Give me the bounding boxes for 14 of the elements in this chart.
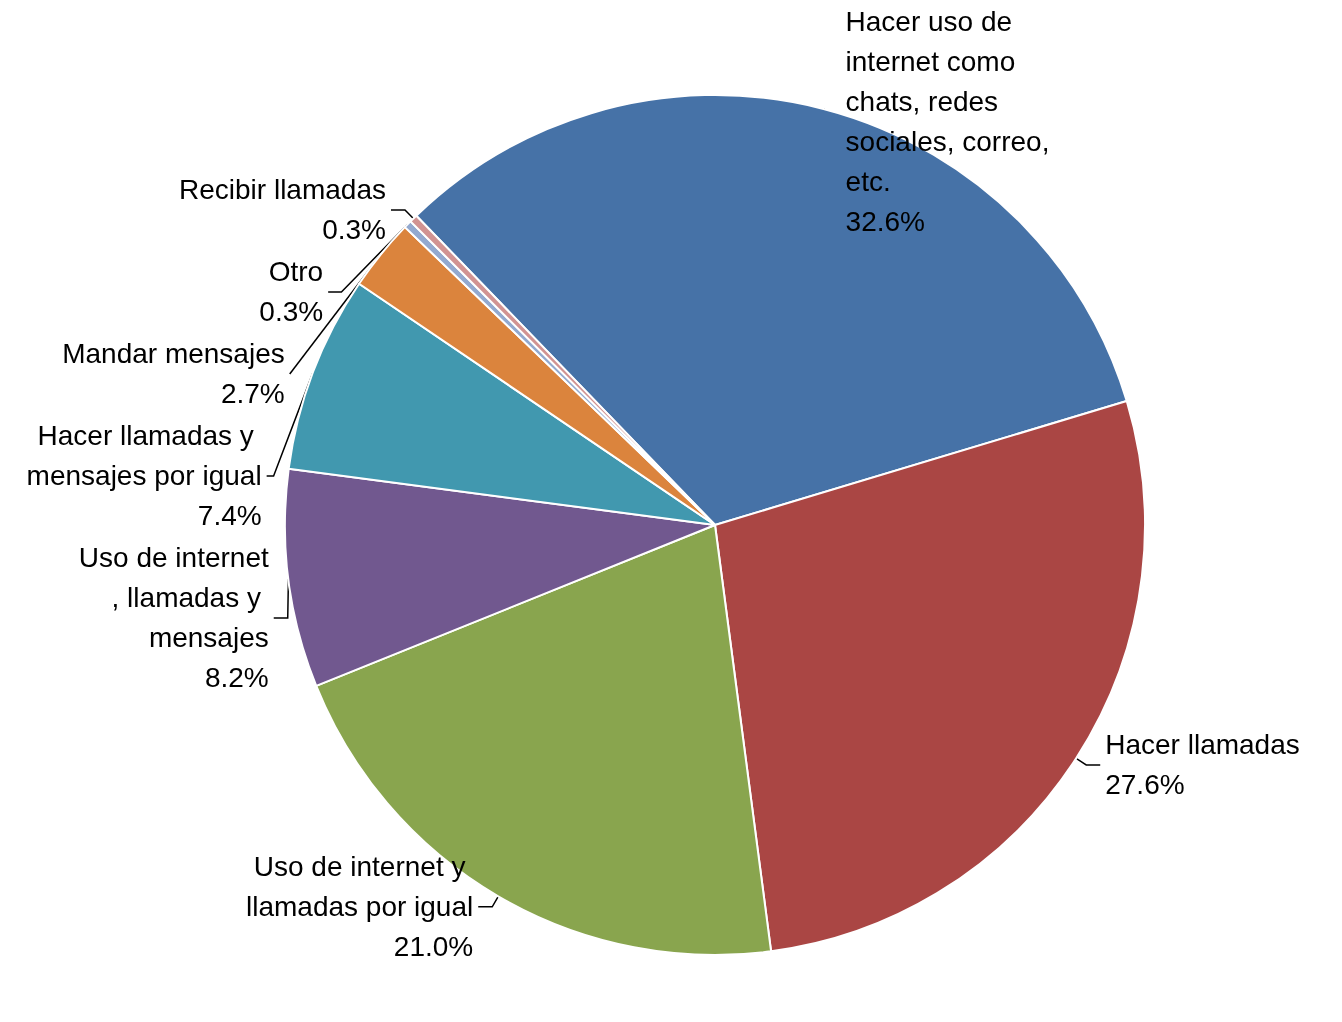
data-label: 0.3% <box>322 214 386 246</box>
data-label: 32.6% <box>845 205 925 237</box>
data-label: 21.0% <box>393 931 474 963</box>
slice-label: Hacer llamadas <box>1105 729 1300 761</box>
data-label: 0.3% <box>259 296 324 328</box>
data-label: 8.2% <box>204 662 269 694</box>
slice-label: Mandar mensajes <box>62 338 285 370</box>
slice-label: Otro <box>268 256 324 288</box>
data-label: 27.6% <box>1105 769 1185 801</box>
data-label: 2.7% <box>220 378 285 410</box>
slice-label: Recibir llamadas <box>179 174 386 206</box>
slice-label: Hacer llamadas y mensajes por igual <box>26 420 262 492</box>
slice-label: Uso de internet, llamadas y mensajes <box>78 542 269 654</box>
data-label: 7.4% <box>197 500 262 532</box>
